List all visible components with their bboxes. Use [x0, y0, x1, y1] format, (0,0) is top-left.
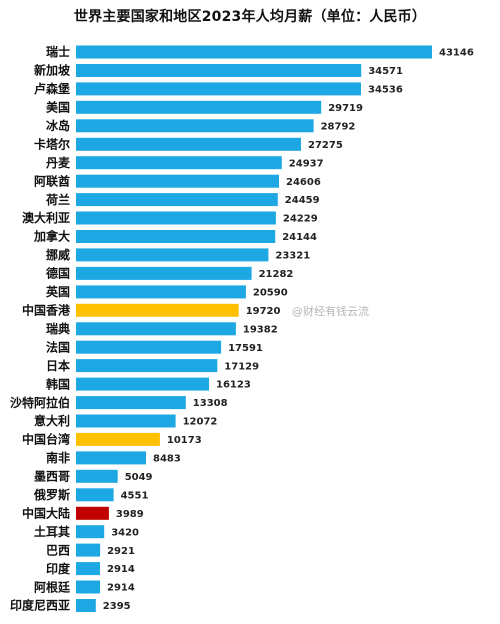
category-label-13: 英国: [46, 284, 70, 299]
bar-16: [76, 340, 222, 354]
category-label-3: 美国: [46, 100, 70, 115]
bar-6: [76, 156, 282, 170]
bar-12: [76, 266, 252, 280]
value-label-2: 34536: [368, 85, 403, 96]
value-label-22: 8483: [153, 454, 181, 465]
category-label-14: 中国香港: [22, 303, 71, 318]
category-label-25: 中国大陆: [22, 506, 70, 521]
bar-26: [76, 525, 105, 539]
category-label-24: 俄罗斯: [33, 487, 70, 502]
category-label-29: 阿根廷: [34, 579, 71, 594]
category-label-16: 法国: [46, 339, 70, 354]
category-label-4: 冰岛: [46, 118, 70, 133]
value-label-17: 17129: [224, 361, 259, 372]
value-label-14: 19720: [246, 306, 281, 317]
bar-17: [76, 359, 218, 373]
category-label-26: 土耳其: [34, 524, 70, 539]
bar-9: [76, 211, 276, 225]
category-label-27: 巴西: [46, 543, 70, 557]
bar-7: [76, 174, 279, 188]
value-label-11: 23321: [275, 251, 310, 262]
category-label-11: 挪威: [46, 247, 70, 262]
bar-21: [76, 432, 160, 446]
bar-1: [76, 64, 362, 77]
category-label-17: 日本: [46, 358, 70, 373]
value-label-16: 17591: [228, 343, 263, 354]
bar-4: [76, 119, 314, 133]
category-label-6: 丹麦: [46, 155, 71, 170]
value-label-10: 24144: [282, 232, 317, 243]
category-label-5: 卡塔尔: [34, 136, 70, 151]
category-label-18: 韩国: [46, 376, 70, 391]
value-label-7: 24606: [286, 177, 321, 188]
value-label-12: 21282: [259, 269, 294, 280]
category-label-21: 中国台湾: [22, 432, 70, 447]
value-label-5: 27275: [308, 140, 343, 151]
bar-2: [76, 82, 361, 96]
value-label-8: 24459: [285, 195, 320, 206]
value-label-26: 3420: [111, 527, 139, 538]
bar-23: [76, 469, 118, 483]
category-label-12: 德国: [46, 266, 70, 281]
value-label-6: 24937: [289, 158, 324, 169]
category-label-19: 沙特阿拉伯: [10, 395, 70, 410]
category-label-1: 新加坡: [34, 63, 71, 78]
value-label-25: 3989: [116, 509, 144, 520]
value-label-27: 2921: [107, 546, 135, 557]
bar-15: [76, 322, 236, 336]
category-label-15: 瑞典: [46, 321, 70, 336]
bar-8: [76, 193, 278, 207]
category-label-2: 卢森堡: [34, 81, 70, 96]
category-label-23: 墨西哥: [34, 470, 70, 484]
value-label-30: 2395: [103, 601, 131, 612]
bar-0: [76, 45, 432, 59]
category-label-9: 澳大利亚: [22, 210, 70, 225]
value-label-28: 2914: [107, 564, 135, 575]
category-label-20: 意大利: [34, 413, 70, 428]
value-label-18: 16123: [216, 380, 251, 391]
value-label-29: 2914: [107, 583, 135, 594]
watermark-text: @财经有钱云流: [292, 305, 369, 318]
value-label-21: 10173: [167, 435, 202, 446]
category-label-8: 荷兰: [45, 192, 70, 207]
value-label-9: 24229: [283, 214, 318, 225]
value-label-1: 34571: [368, 66, 403, 77]
bar-18: [76, 377, 209, 391]
bar-28: [76, 562, 100, 576]
category-label-30: 印度尼西亚: [10, 598, 70, 613]
value-label-24: 4551: [121, 490, 149, 501]
value-label-4: 28792: [321, 121, 356, 132]
bar-24: [76, 488, 114, 502]
chart-title: 世界主要国家和地区2023年人均月薪（单位：人民币）: [73, 9, 427, 25]
bar-20: [76, 414, 176, 428]
category-label-10: 加拿大: [33, 229, 70, 244]
category-label-7: 阿联酋: [34, 173, 70, 188]
bar-30: [76, 599, 96, 612]
bar-27: [76, 543, 101, 557]
bar-13: [76, 285, 246, 299]
value-label-15: 19382: [243, 324, 278, 335]
bar-10: [76, 230, 276, 243]
value-label-0: 43146: [439, 48, 474, 59]
category-label-0: 瑞士: [46, 44, 70, 59]
value-label-23: 5049: [125, 472, 153, 483]
bar-22: [76, 451, 146, 465]
value-label-19: 13308: [193, 398, 228, 409]
bar-3: [76, 100, 322, 114]
category-label-22: 南非: [46, 450, 70, 465]
category-label-28: 印度: [46, 561, 71, 576]
bar-29: [76, 580, 100, 594]
bar-5: [76, 137, 301, 151]
bar-11: [76, 248, 269, 262]
bar-25: [76, 506, 109, 520]
value-label-20: 12072: [183, 417, 218, 428]
bar-14: [76, 303, 239, 317]
bar-19: [76, 396, 186, 410]
value-label-3: 29719: [328, 103, 363, 114]
value-label-13: 20590: [253, 288, 288, 299]
